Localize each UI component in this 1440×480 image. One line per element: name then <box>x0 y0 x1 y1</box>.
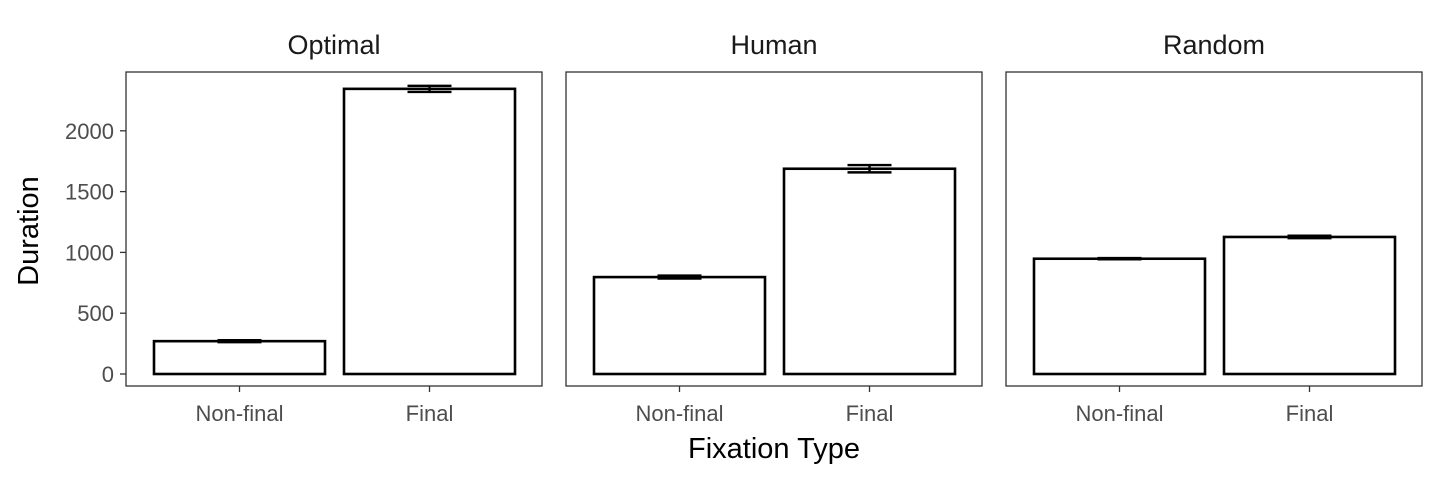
facet-title: Optimal <box>287 30 380 60</box>
error-bar <box>1287 234 1332 240</box>
facet-panels: Optimal Non-final Final Human Non-final Final… <box>125 30 1423 426</box>
facet-title: Human <box>730 30 817 60</box>
x-tick-label: Final <box>1286 401 1334 426</box>
y-tick-label: 2000 <box>65 119 114 144</box>
y-axis-title: Duration <box>13 176 45 286</box>
bar-non-final <box>152 339 327 376</box>
y-axis: 0 500 1000 1500 2000 <box>65 119 126 387</box>
bar-final <box>782 167 957 376</box>
bar-final <box>1222 235 1397 376</box>
x-tick-label: Final <box>406 401 454 426</box>
x-tick-label: Non-final <box>1075 401 1163 426</box>
y-tick-label: 1000 <box>65 240 114 265</box>
bar-final <box>342 87 517 376</box>
bar-non-final <box>592 275 767 376</box>
error-bar <box>1097 256 1142 261</box>
facet-panel-optimal: Optimal Non-final Final <box>125 30 543 426</box>
y-tick-label: 500 <box>77 301 114 326</box>
error-bar <box>217 338 262 344</box>
error-bar <box>847 163 892 174</box>
error-bar <box>407 84 452 94</box>
panel-border <box>565 71 983 387</box>
facet-panel-human: Human Non-final Final <box>565 30 983 426</box>
panel-border <box>1005 71 1423 387</box>
x-tick-label: Final <box>846 401 894 426</box>
x-axis-title: Fixation Type <box>688 433 860 465</box>
y-tick-label: 0 <box>102 362 114 387</box>
x-tick-label: Non-final <box>195 401 283 426</box>
panel-border <box>125 71 543 387</box>
x-tick-label: Non-final <box>635 401 723 426</box>
y-tick-label: 1500 <box>65 180 114 205</box>
facet-panel-random: Random Non-final Final <box>1005 30 1423 426</box>
facet-title: Random <box>1163 30 1265 60</box>
bar-non-final <box>1032 257 1207 376</box>
error-bar <box>657 274 702 280</box>
